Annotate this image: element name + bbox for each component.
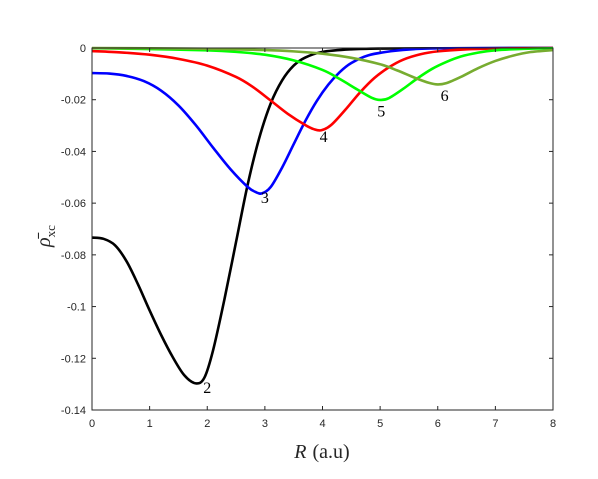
y-tick-label: -0.1: [67, 302, 86, 314]
x-tick-label: 6: [435, 418, 441, 430]
y-tick-label: -0.06: [61, 198, 86, 210]
y-axis-subscript: xc: [43, 225, 58, 238]
x-tick-label: 3: [262, 418, 268, 430]
y-axis-title: ρ̄xc: [33, 225, 58, 248]
series-line-2: [91, 46, 554, 385]
x-axis: 0 1 2 3 4 5 6 7 8: [89, 48, 556, 430]
series-line-4: [91, 46, 554, 132]
series-line-6: [91, 46, 554, 86]
y-tick-label: 0: [80, 43, 86, 55]
curves-layer: [91, 46, 554, 385]
x-axis-variable: R: [293, 441, 306, 463]
x-tick-label: 8: [550, 418, 556, 430]
x-tick-label: 2: [204, 418, 210, 430]
curve-label-2: 2: [203, 380, 211, 397]
curve-label-4: 4: [320, 129, 328, 146]
y-axis: 0 -0.02 -0.04 -0.06 -0.08 -0.1 -0.12 -0.14: [61, 43, 553, 417]
x-tick-label: 4: [319, 418, 325, 430]
y-tick-label: -0.14: [61, 405, 86, 417]
series-line-5: [91, 46, 554, 102]
curve-labels: 2 3 4 5 6: [203, 88, 448, 397]
svg-text:ρ̄xc: ρ̄xc: [33, 225, 58, 248]
curve-label-5: 5: [377, 103, 385, 120]
curve-label-3: 3: [261, 190, 269, 207]
x-tick-label: 7: [492, 418, 498, 430]
y-tick-label: -0.04: [61, 146, 86, 158]
x-tick-label: 5: [377, 418, 383, 430]
x-tick-label: 0: [89, 418, 95, 430]
curve-label-6: 6: [441, 88, 449, 105]
x-axis-title: R (a.u): [293, 441, 349, 463]
y-tick-label: -0.12: [61, 353, 86, 365]
plot-frame: [91, 47, 554, 411]
series-line-3: [91, 46, 554, 195]
y-tick-label: -0.02: [61, 95, 86, 107]
x-axis-unit: (a.u): [313, 441, 350, 463]
x-tick-label: 1: [147, 418, 153, 430]
y-tick-label: -0.08: [61, 250, 86, 262]
